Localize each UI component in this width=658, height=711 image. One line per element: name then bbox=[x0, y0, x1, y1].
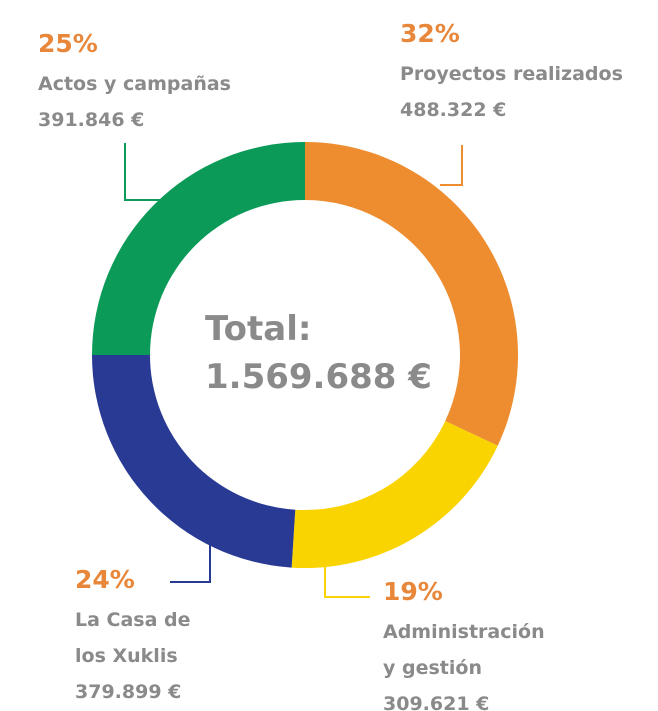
category-label: los Xuklis bbox=[75, 645, 178, 667]
category-label: Administración bbox=[383, 621, 545, 643]
leader-line bbox=[440, 145, 463, 186]
slice bbox=[291, 420, 498, 568]
slice bbox=[305, 142, 518, 446]
leader-line bbox=[170, 543, 211, 583]
leader-line bbox=[124, 143, 160, 201]
slice bbox=[92, 142, 305, 355]
category-label: Proyectos realizados bbox=[400, 63, 623, 85]
amount-label: 309.621 € bbox=[383, 693, 489, 711]
percent-label: 25% bbox=[38, 29, 98, 58]
leader-line bbox=[324, 560, 370, 598]
amount-label: 488.322 € bbox=[400, 99, 506, 121]
percent-label: 24% bbox=[75, 565, 135, 594]
category-label: y gestión bbox=[383, 657, 482, 679]
slice bbox=[92, 355, 296, 568]
percent-label: 19% bbox=[383, 577, 443, 606]
total-title: Total: bbox=[205, 309, 311, 349]
amount-label: 391.846 € bbox=[38, 109, 144, 131]
total-value: 1.569.688 € bbox=[205, 357, 432, 397]
category-label: La Casa de bbox=[75, 609, 191, 631]
category-label: Actos y campañas bbox=[38, 73, 231, 95]
amount-label: 379.899 € bbox=[75, 681, 181, 703]
percent-label: 32% bbox=[400, 19, 460, 48]
